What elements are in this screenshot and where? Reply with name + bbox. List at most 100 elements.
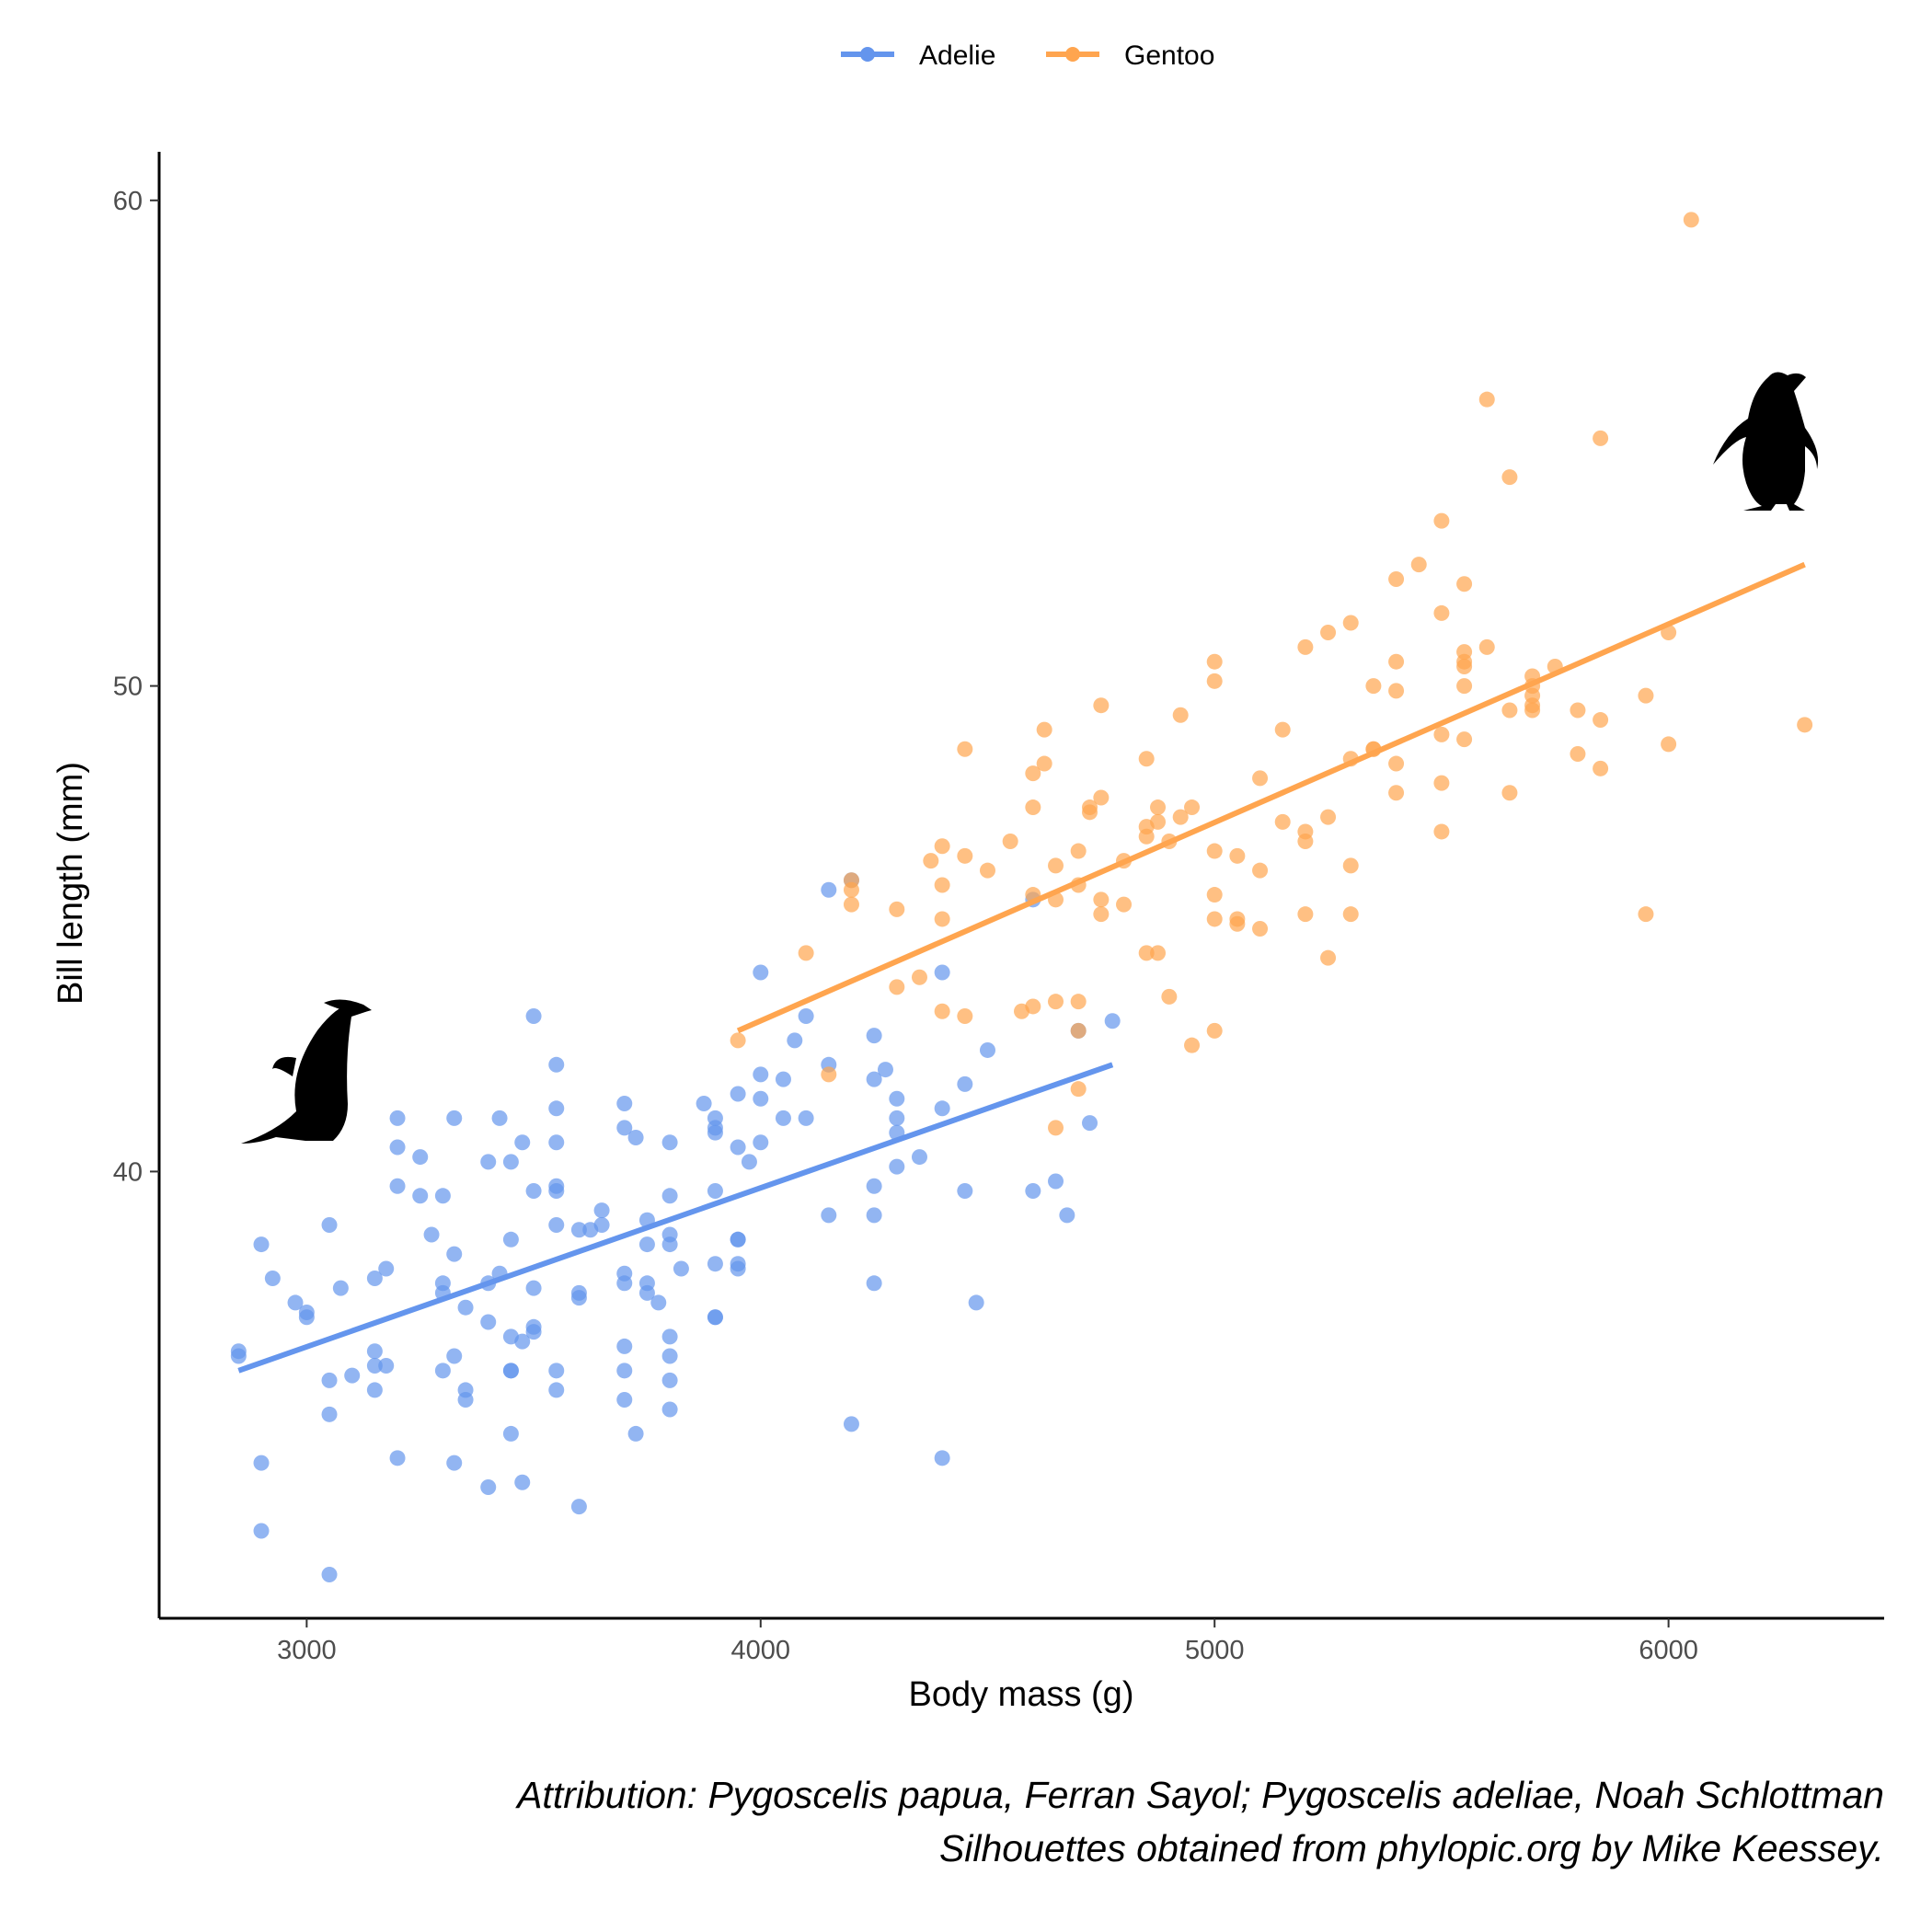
- data-point-adelie: [389, 1178, 406, 1194]
- data-point-adelie: [457, 1391, 474, 1408]
- legend-dot-adelie: [860, 47, 875, 62]
- data-point-gentoo: [730, 1032, 746, 1049]
- data-point-gentoo: [1206, 887, 1223, 903]
- data-point-gentoo: [1683, 212, 1699, 228]
- data-point-adelie: [730, 1260, 746, 1277]
- gentoo-penguin-silhouette-icon: [1713, 372, 1819, 511]
- data-point-adelie: [638, 1236, 655, 1253]
- data-point-gentoo: [1093, 891, 1110, 908]
- data-point-gentoo: [798, 945, 814, 961]
- data-point-adelie: [446, 1246, 463, 1262]
- data-point-gentoo: [934, 838, 950, 855]
- data-point-gentoo: [1297, 906, 1314, 923]
- data-point-gentoo: [889, 901, 905, 917]
- data-point-adelie: [730, 1086, 746, 1102]
- data-point-adelie: [877, 1062, 893, 1078]
- data-point-gentoo: [1070, 1022, 1087, 1039]
- data-point-gentoo: [1388, 683, 1405, 699]
- data-point-adelie: [457, 1299, 474, 1316]
- data-point-gentoo: [821, 1066, 837, 1083]
- data-point-gentoo: [1570, 702, 1586, 719]
- data-point-gentoo: [1456, 731, 1473, 748]
- data-point-gentoo: [1388, 570, 1405, 587]
- data-point-adelie: [321, 1566, 338, 1582]
- axis-ticks: 3000 4000 5000 6000 40 50 60: [113, 187, 1698, 1665]
- data-point-adelie: [321, 1406, 338, 1422]
- data-point-gentoo: [1252, 921, 1269, 937]
- data-point-gentoo: [1252, 862, 1269, 879]
- data-point-adelie: [934, 1450, 950, 1466]
- data-point-gentoo: [1206, 653, 1223, 670]
- data-point-gentoo: [1150, 945, 1167, 961]
- data-point-adelie: [253, 1455, 270, 1471]
- data-point-adelie: [661, 1328, 678, 1345]
- data-point-gentoo: [1206, 1022, 1223, 1039]
- data-point-gentoo: [1048, 994, 1064, 1010]
- data-point-gentoo: [1138, 828, 1155, 845]
- data-point-gentoo: [1456, 658, 1473, 674]
- data-point-adelie: [570, 1222, 587, 1238]
- data-point-adelie: [866, 1071, 882, 1087]
- data-point-adelie: [866, 1178, 882, 1194]
- data-point-adelie: [502, 1425, 519, 1442]
- data-point-gentoo: [1002, 833, 1018, 849]
- data-point-adelie: [866, 1275, 882, 1292]
- data-point-gentoo: [1206, 911, 1223, 927]
- data-point-gentoo: [1150, 799, 1167, 816]
- data-point-adelie: [696, 1096, 712, 1112]
- data-point-gentoo: [1070, 994, 1087, 1010]
- data-point-adelie: [321, 1216, 338, 1233]
- data-point-gentoo: [1501, 469, 1518, 486]
- data-point-adelie: [957, 1075, 973, 1092]
- data-point-gentoo: [1070, 843, 1087, 859]
- data-point-gentoo: [934, 877, 950, 893]
- legend-label-gentoo: Gentoo: [1124, 40, 1214, 71]
- y-tick-label: 40: [113, 1157, 143, 1187]
- data-point-adelie: [548, 1100, 565, 1117]
- data-point-gentoo: [1478, 638, 1495, 655]
- data-point-adelie: [548, 1183, 565, 1200]
- data-point-adelie: [253, 1523, 270, 1539]
- data-point-adelie: [287, 1294, 304, 1311]
- data-point-adelie: [1104, 1013, 1121, 1029]
- data-point-adelie: [446, 1348, 463, 1364]
- data-point-gentoo: [1161, 988, 1178, 1005]
- data-point-adelie: [434, 1188, 451, 1204]
- data-point-adelie: [934, 964, 950, 981]
- data-point-adelie: [707, 1124, 723, 1141]
- data-point-adelie: [866, 1028, 882, 1044]
- data-point-adelie: [525, 1008, 542, 1025]
- data-point-adelie: [366, 1358, 383, 1374]
- data-point-gentoo: [1433, 775, 1450, 791]
- data-point-gentoo: [1388, 653, 1405, 670]
- x-tick-label: 3000: [277, 1636, 337, 1665]
- trend-lines: [237, 561, 1806, 1374]
- data-point-adelie: [753, 964, 769, 981]
- data-point-gentoo: [1365, 678, 1382, 695]
- data-point-adelie: [332, 1280, 349, 1296]
- y-axis-title: Bill length (mm): [52, 762, 90, 1005]
- data-point-adelie: [480, 1478, 497, 1495]
- data-point-adelie: [753, 1066, 769, 1083]
- data-point-gentoo: [1501, 785, 1518, 801]
- data-point-gentoo: [1252, 770, 1269, 787]
- data-point-adelie: [230, 1343, 247, 1360]
- data-point-adelie: [548, 1382, 565, 1398]
- data-point-adelie: [627, 1425, 644, 1442]
- data-point-adelie: [502, 1231, 519, 1248]
- data-point-gentoo: [1342, 615, 1359, 631]
- data-point-gentoo: [1172, 707, 1189, 723]
- data-point-adelie: [434, 1363, 451, 1379]
- data-point-gentoo: [1456, 678, 1473, 695]
- legend: Adelie Gentoo: [841, 40, 1214, 71]
- data-point-gentoo: [957, 1008, 973, 1025]
- data-point-adelie: [787, 1032, 803, 1049]
- data-point-adelie: [798, 1008, 814, 1025]
- data-point-gentoo: [1297, 833, 1314, 849]
- data-point-gentoo: [1320, 809, 1337, 825]
- data-point-gentoo: [1433, 512, 1450, 529]
- data-point-gentoo: [1593, 712, 1609, 729]
- data-point-gentoo: [1478, 391, 1495, 408]
- data-point-adelie: [570, 1284, 587, 1301]
- data-point-gentoo: [1456, 576, 1473, 592]
